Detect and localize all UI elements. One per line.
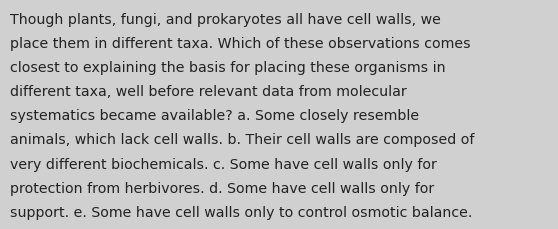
Text: place them in different taxa. Which of these observations comes: place them in different taxa. Which of t… [10, 37, 470, 51]
Text: systematics became available? a. Some closely resemble: systematics became available? a. Some cl… [10, 109, 419, 123]
Text: protection from herbivores. d. Some have cell walls only for: protection from herbivores. d. Some have… [10, 181, 434, 195]
Text: different taxa, well before relevant data from molecular: different taxa, well before relevant dat… [10, 85, 407, 99]
Text: closest to explaining the basis for placing these organisms in: closest to explaining the basis for plac… [10, 61, 446, 75]
Text: very different biochemicals. c. Some have cell walls only for: very different biochemicals. c. Some hav… [10, 157, 437, 171]
Text: support. e. Some have cell walls only to control osmotic balance.: support. e. Some have cell walls only to… [10, 205, 473, 219]
Text: animals, which lack cell walls. b. Their cell walls are composed of: animals, which lack cell walls. b. Their… [10, 133, 474, 147]
Text: Though plants, fungi, and prokaryotes all have cell walls, we: Though plants, fungi, and prokaryotes al… [10, 13, 441, 27]
